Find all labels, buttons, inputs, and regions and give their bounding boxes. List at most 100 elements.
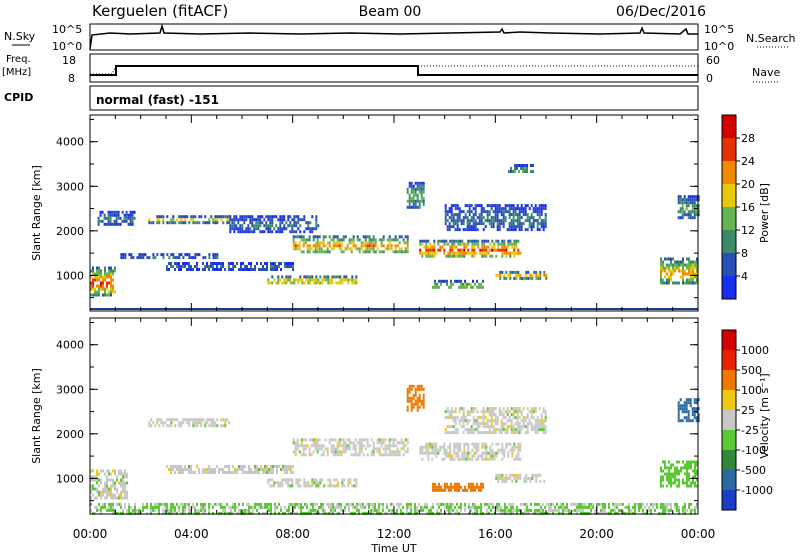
echo-cell: [435, 251, 438, 255]
echo-cell: [449, 254, 452, 258]
echo-cell: [315, 281, 318, 285]
echo-cell: [168, 268, 170, 271]
echo-cell: [664, 269, 666, 273]
echo-cell: [694, 481, 696, 485]
echo-cell: [472, 228, 475, 232]
echo-cell: [538, 207, 541, 211]
echo-cell: [412, 384, 415, 388]
echo-cell: [457, 242, 460, 246]
echo-cell: [315, 215, 318, 219]
echo-cell: [230, 471, 232, 474]
freq-tick-high: 18: [62, 54, 76, 67]
echo-cell: [297, 218, 300, 222]
echo-cell: [92, 269, 94, 273]
echo-cell: [316, 441, 319, 445]
echo-cell: [497, 248, 500, 252]
echo-cell: [512, 207, 515, 211]
echo-cell: [279, 227, 282, 231]
echo-cell: [236, 262, 238, 265]
echo-cell: [497, 242, 500, 246]
echo-cell: [344, 450, 347, 454]
echo-cell: [410, 205, 413, 209]
echo-cell: [432, 511, 434, 515]
echo-cell: [694, 475, 696, 479]
echo-cell: [488, 219, 491, 223]
echo-cell: [178, 421, 181, 425]
echo-cell: [544, 419, 547, 423]
echo-cell: [172, 465, 174, 468]
echo-cell: [335, 275, 338, 279]
echo-cell: [449, 442, 452, 446]
echo-cell: [122, 256, 125, 260]
echo-cell: [490, 222, 493, 226]
echo-cell: [500, 428, 503, 432]
echo-cell: [461, 457, 464, 461]
echo-cell: [260, 468, 262, 471]
echo-cell: [358, 502, 360, 506]
echo-cell: [594, 511, 596, 515]
echo-cell: [470, 508, 472, 512]
echo-cell: [275, 215, 278, 219]
echo-cell: [146, 511, 148, 515]
nsearch-tick-low: 10^0: [704, 40, 734, 53]
echo-cell: [342, 447, 345, 451]
echo-cell: [586, 511, 588, 515]
echo-cell: [136, 508, 138, 512]
echo-cell: [307, 481, 310, 485]
echo-cell: [334, 450, 337, 454]
echo-cell: [364, 511, 366, 515]
echo-cell: [326, 450, 329, 454]
echo-cell: [410, 511, 412, 515]
echo-cell: [312, 450, 315, 454]
echo-cell: [296, 247, 299, 251]
echo-cell: [252, 511, 254, 515]
colorbar-tick-label: 20: [741, 178, 755, 191]
echo-cell: [368, 244, 371, 248]
echo-cell: [307, 227, 310, 231]
echo-cell: [495, 254, 498, 258]
echo-cell: [258, 511, 260, 515]
echo-cell: [347, 478, 350, 482]
echo-cell: [144, 253, 147, 257]
echo-cell: [534, 407, 537, 411]
echo-cell: [253, 227, 256, 231]
echo-cell: [504, 210, 507, 214]
echo-cell: [490, 207, 493, 211]
echo-cell: [448, 225, 451, 229]
echo-cell: [500, 210, 503, 214]
echo-cell: [309, 275, 312, 279]
echo-cell: [146, 502, 148, 506]
echo-cell: [670, 481, 672, 485]
echo-cell: [285, 278, 288, 282]
echo-cell: [498, 207, 501, 211]
echo-cell: [420, 505, 422, 509]
echo-cell: [494, 428, 497, 432]
echo-cell: [688, 278, 690, 282]
echo-cell: [476, 428, 479, 432]
echo-cell: [204, 505, 206, 509]
echo-cell: [244, 471, 246, 474]
echo-cell: [676, 478, 678, 482]
echo-cell: [124, 502, 126, 506]
echo-cell: [508, 207, 511, 211]
echo-cell: [501, 473, 504, 477]
nsky-tick-low: 10^0: [52, 40, 82, 53]
echo-cell: [296, 502, 298, 506]
echo-cell: [481, 445, 484, 449]
echo-cell: [454, 416, 457, 420]
echo-cell: [239, 215, 242, 219]
echo-cell: [540, 413, 543, 417]
echo-cell: [100, 275, 102, 279]
echo-cell: [484, 416, 487, 420]
echo-cell: [522, 422, 525, 426]
echo-cell: [418, 184, 421, 188]
echo-cell: [668, 460, 670, 464]
echo-cell: [444, 410, 447, 414]
echo-cell: [488, 204, 491, 208]
echo-cell: [501, 242, 504, 246]
echo-cell: [517, 457, 520, 461]
echo-cell: [695, 213, 698, 217]
echo-cell: [482, 485, 484, 489]
echo-cell: [260, 465, 262, 468]
echo-cell: [190, 268, 192, 271]
